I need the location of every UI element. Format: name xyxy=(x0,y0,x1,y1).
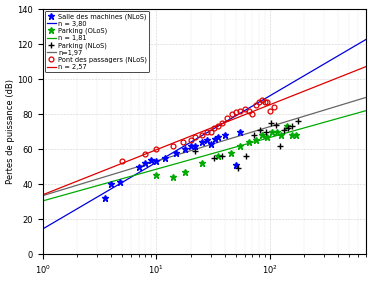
Legend: Salle des machines (NLoS), n = 3,80, Parking (OLoS), n = 1,81, Parking (NLoS), n: Salle des machines (NLoS), n = 3,80, Par… xyxy=(45,11,149,72)
Y-axis label: Pertes de puissance (dB): Pertes de puissance (dB) xyxy=(6,79,15,184)
